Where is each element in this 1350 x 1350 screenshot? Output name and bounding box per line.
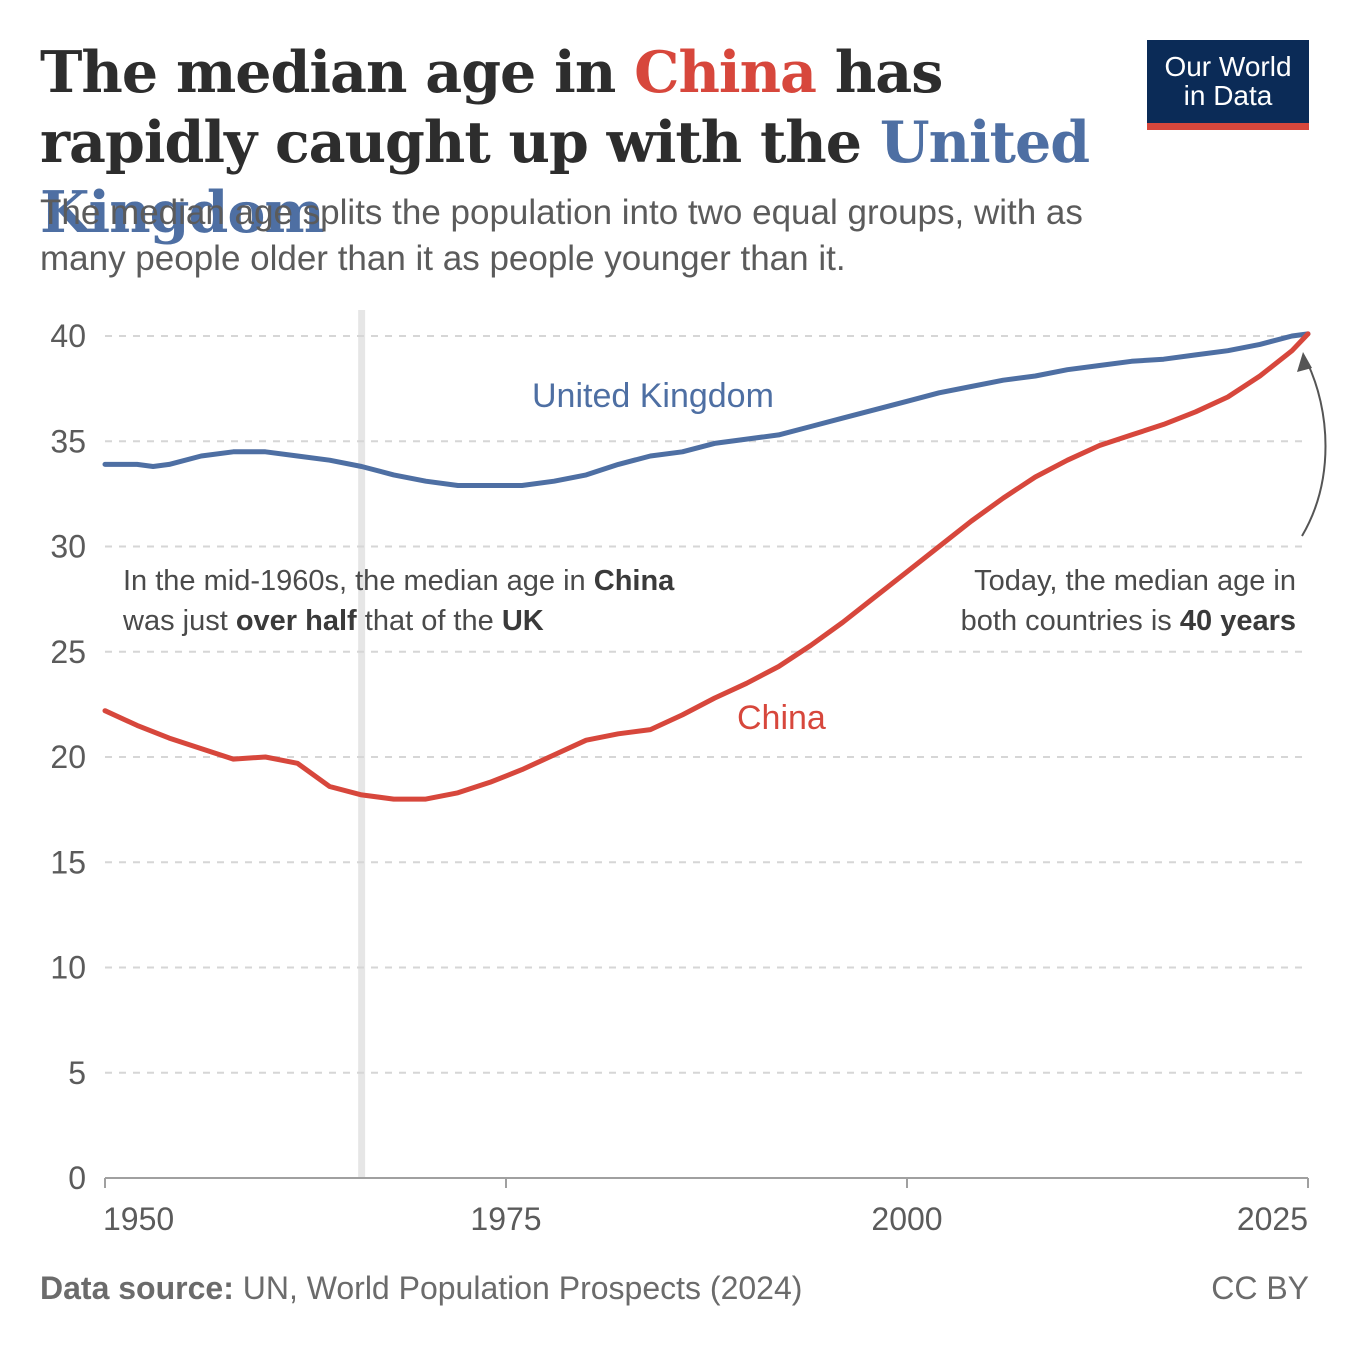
x-tick-label: 1975	[470, 1201, 541, 1237]
gridlines	[105, 335, 1308, 1074]
logo-red-bar	[1147, 123, 1309, 130]
logo-line2: in Data	[1183, 80, 1273, 111]
y-tick-label: 10	[50, 950, 86, 986]
series-label-china: China	[737, 699, 826, 737]
annotation-left-line1: In the mid-1960s, the median age in Chin…	[123, 565, 675, 597]
x-tick-label: 1950	[103, 1201, 174, 1237]
title-uk: United Kingdom	[40, 109, 1090, 246]
y-tick-label: 35	[50, 423, 86, 459]
y-tick-label: 15	[50, 844, 86, 880]
chart-subtitle: The median age splits the population int…	[40, 193, 1083, 278]
y-tick-label: 20	[50, 739, 86, 775]
y-tick-label: 40	[50, 318, 86, 354]
data-source: Data source: UN, World Population Prospe…	[40, 1270, 802, 1307]
highlight-band	[358, 310, 366, 1178]
series-line-united-kingdom	[102, 331, 1311, 488]
title-part2: has rapidly caught up with the	[40, 39, 943, 176]
y-axis-ticks: 0 5 10 15 20 25 30 35 40	[50, 318, 86, 1196]
x-axis: 1950 1975 2000 2025	[103, 1177, 1309, 1237]
y-tick-label: 30	[50, 529, 86, 565]
title-china: China	[634, 39, 817, 106]
x-tick-label: 2025	[1237, 1201, 1308, 1237]
y-tick-label: 5	[68, 1055, 86, 1091]
title-part1: The median age in	[40, 39, 635, 106]
series-line-china	[102, 331, 1311, 802]
annotation-arrowhead	[1297, 352, 1312, 372]
license[interactable]: CC BY	[1211, 1270, 1309, 1306]
source-text: UN, World Population Prospects (2024)	[233, 1270, 803, 1306]
logo-line1: Our World	[1164, 51, 1292, 82]
y-tick-label: 0	[68, 1160, 86, 1196]
series-label-uk: United Kingdom	[532, 377, 774, 415]
annotation-right-line1: Today, the median age in	[974, 565, 1296, 597]
y-tick-label: 25	[50, 634, 86, 670]
x-tick-label: 2000	[871, 1201, 942, 1237]
source-label: Data source:	[40, 1270, 234, 1306]
chart-title: The median age in China has rapidly caug…	[40, 38, 1120, 248]
annotation-right-line2: both countries is 40 years	[961, 605, 1296, 637]
series-lines	[102, 331, 1311, 802]
owid-logo[interactable]: Our World in Data	[1147, 40, 1309, 130]
annotation-left-line2: was just over half that of the UK	[122, 605, 544, 637]
annotation-arrow	[1301, 361, 1327, 537]
